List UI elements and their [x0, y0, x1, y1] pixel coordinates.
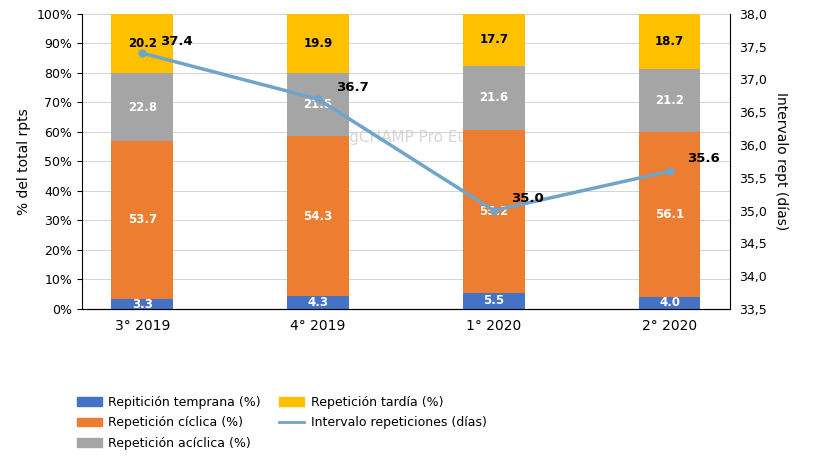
Text: 53.7: 53.7: [128, 213, 156, 226]
Text: 17.7: 17.7: [479, 34, 508, 47]
Bar: [463, 293, 524, 309]
Text: 56.1: 56.1: [654, 208, 683, 221]
Y-axis label: % del total rpts: % del total rpts: [17, 108, 31, 215]
Text: PigCHAMP Pro Europa: PigCHAMP Pro Europa: [336, 130, 501, 145]
Text: 18.7: 18.7: [654, 35, 683, 48]
Bar: [463, 66, 524, 130]
Bar: [287, 136, 348, 296]
Text: 35.0: 35.0: [511, 192, 544, 205]
Bar: [287, 296, 348, 309]
Text: 4.3: 4.3: [307, 296, 328, 309]
Text: 5.5: 5.5: [482, 294, 504, 307]
Y-axis label: Intervalo rept (días): Intervalo rept (días): [773, 92, 787, 230]
Bar: [111, 141, 173, 299]
Bar: [638, 69, 699, 131]
Text: 21.5: 21.5: [303, 98, 333, 111]
Text: 20.2: 20.2: [128, 37, 156, 50]
Text: 21.2: 21.2: [654, 94, 683, 107]
Bar: [638, 297, 699, 309]
Bar: [463, 130, 524, 293]
Bar: [638, 131, 699, 297]
Legend: Repitición temprana (%), Repetición cíclica (%), Repetición acíclica (%), Repeti: Repitición temprana (%), Repetición cícl…: [72, 391, 491, 455]
Text: 54.3: 54.3: [303, 210, 333, 223]
Text: 3.3: 3.3: [132, 297, 152, 311]
Bar: [463, 14, 524, 66]
Bar: [111, 73, 173, 141]
Text: 35.6: 35.6: [686, 152, 719, 165]
Text: 22.8: 22.8: [128, 100, 156, 113]
Text: 55.2: 55.2: [478, 205, 508, 218]
Bar: [111, 14, 173, 73]
Bar: [287, 14, 348, 72]
Text: 37.4: 37.4: [160, 35, 192, 48]
Bar: [111, 299, 173, 309]
Bar: [287, 72, 348, 136]
Text: 19.9: 19.9: [303, 37, 333, 50]
Text: 36.7: 36.7: [335, 81, 368, 94]
Bar: [638, 14, 699, 69]
Text: 4.0: 4.0: [658, 296, 679, 309]
Text: 21.6: 21.6: [478, 91, 508, 104]
